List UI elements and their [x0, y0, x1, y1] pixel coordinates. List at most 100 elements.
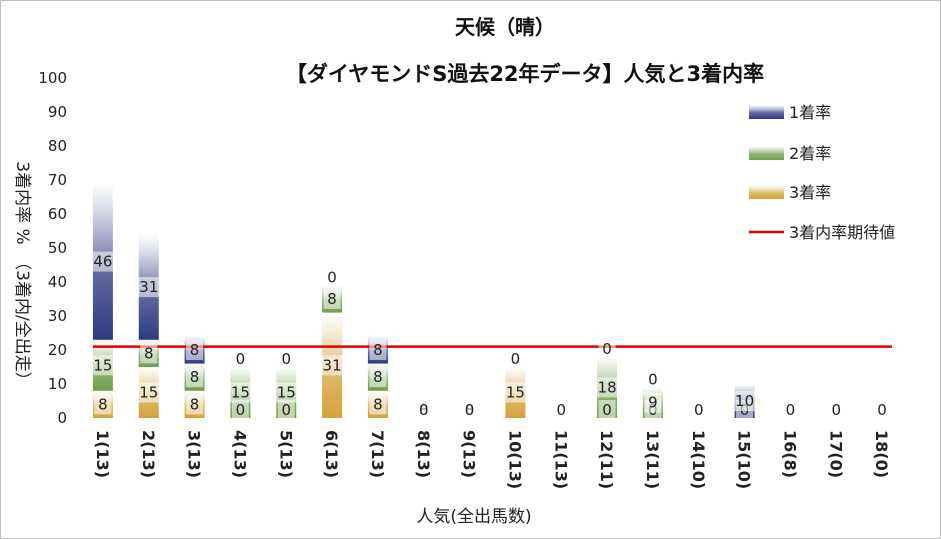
data-label: 10: [735, 392, 754, 410]
data-label: 0: [465, 401, 475, 419]
data-label: 8: [190, 368, 200, 386]
y-tick-label: 40: [48, 273, 67, 291]
data-label: 8: [144, 344, 154, 362]
data-label: 8: [190, 341, 200, 359]
y-tick-label: 80: [48, 137, 67, 155]
data-label-bg: [644, 369, 662, 390]
y-tick-label: 60: [48, 205, 67, 223]
data-label: 0: [236, 401, 246, 419]
x-tick-label: 8(13): [414, 430, 433, 478]
data-label-bg: [506, 349, 524, 369]
data-label: 0: [281, 350, 291, 368]
data-label-bg: [186, 394, 204, 415]
data-label: 8: [327, 290, 337, 308]
data-label: 8: [98, 395, 108, 413]
x-tick-label: 7(13): [368, 430, 387, 478]
data-label-bg: [94, 394, 112, 415]
x-tick-label: 18(0): [872, 430, 891, 478]
data-label: 0: [556, 401, 566, 419]
x-tick-label: 10(13): [505, 430, 524, 489]
x-tick-label: 13(11): [643, 430, 662, 489]
legend-label: 3着率: [789, 183, 831, 202]
x-tick-label: 9(13): [460, 430, 479, 478]
data-label: 8: [373, 395, 383, 413]
data-label-bg: [594, 377, 621, 398]
legend: 1着率 2着率 3着率 3着内率期待値: [749, 103, 895, 242]
data-label-bg: [369, 394, 387, 415]
data-label: 0: [327, 268, 337, 286]
data-label-bg: [140, 343, 158, 364]
data-label: 0: [602, 401, 612, 419]
y-tick-label: 50: [48, 239, 67, 257]
data-label: 15: [506, 384, 525, 402]
y-tick-label: 100: [38, 69, 67, 87]
x-tick-label: 11(13): [551, 430, 570, 489]
data-label-bg: [873, 400, 891, 420]
data-label: 18: [598, 378, 617, 396]
data-label: 9: [648, 394, 658, 412]
data-label-bg: [186, 367, 204, 388]
data-label-bg: [731, 391, 758, 411]
legend-label: 3着内率期待値: [789, 223, 895, 242]
data-label-bg: [231, 400, 249, 420]
x-tick-label: 2(13): [139, 430, 158, 478]
y-tick-label: 90: [48, 103, 67, 121]
y-tick-label: 20: [48, 341, 67, 359]
data-label-bg: [227, 382, 254, 403]
data-label: 15: [93, 356, 112, 374]
x-tick-label: 6(13): [322, 430, 341, 478]
data-label: 15: [231, 384, 250, 402]
data-label-bg: [323, 289, 341, 309]
x-axis: 1(13) 2(13) 3(13) 4(13) 5(13) 6(13) 7(13) 8(13)…: [93, 430, 891, 489]
x-tick-label: 12(11): [597, 430, 616, 489]
data-label: 0: [602, 340, 612, 358]
legend-swatch: [749, 185, 784, 199]
legend-label: 2着率: [789, 144, 831, 163]
y-tick-label: 10: [48, 375, 67, 393]
data-label-bg: [690, 400, 708, 420]
data-label-bg: [277, 349, 295, 369]
data-label: 15: [277, 384, 296, 402]
x-tick-label: 4(13): [230, 430, 249, 478]
data-label: 8: [373, 368, 383, 386]
y-tick-label: 70: [48, 171, 67, 189]
data-label-bg: [415, 400, 433, 420]
data-label-bg: [644, 392, 662, 413]
data-label: 0: [694, 401, 704, 419]
data-label: 46: [93, 253, 112, 271]
data-labels: 8154615831888015001503180888808015000180…: [89, 251, 891, 420]
data-label-bg: [369, 367, 387, 388]
legend-label: 1着率: [789, 103, 831, 122]
data-label: 0: [831, 401, 841, 419]
y-axis-title: 3着内率 % （3着内/全出走）: [12, 161, 32, 388]
data-label-bg: [598, 338, 616, 359]
x-tick-label: 16(8): [780, 430, 799, 478]
data-label: 15: [139, 384, 158, 402]
data-label-bg: [273, 382, 300, 403]
data-label-bg: [231, 349, 249, 369]
x-tick-label: 15(10): [735, 430, 754, 489]
data-label-bg: [186, 340, 204, 360]
data-label: 31: [139, 278, 158, 296]
data-label-bg: [135, 382, 162, 403]
chart-title: 天候（晴）: [455, 15, 555, 39]
data-label: 0: [877, 401, 887, 419]
data-label-bg: [502, 382, 529, 403]
data-label-bg: [323, 267, 341, 288]
data-label: 0: [419, 401, 429, 419]
x-tick-label: 17(0): [826, 430, 845, 478]
x-tick-label: 14(10): [689, 430, 708, 489]
y-tick-label: 0: [57, 409, 67, 427]
legend-swatch: [749, 146, 784, 160]
data-label-bg: [135, 277, 162, 298]
data-label-bg: [89, 355, 116, 376]
data-label-bg: [461, 400, 479, 420]
legend-swatch: [749, 105, 784, 119]
data-label: 0: [786, 401, 796, 419]
data-label: 8: [190, 395, 200, 413]
x-axis-title: 人気(全出馬数): [416, 507, 531, 527]
data-label-bg: [552, 400, 570, 420]
data-label: 0: [236, 350, 246, 368]
x-tick-label: 5(13): [276, 430, 295, 478]
